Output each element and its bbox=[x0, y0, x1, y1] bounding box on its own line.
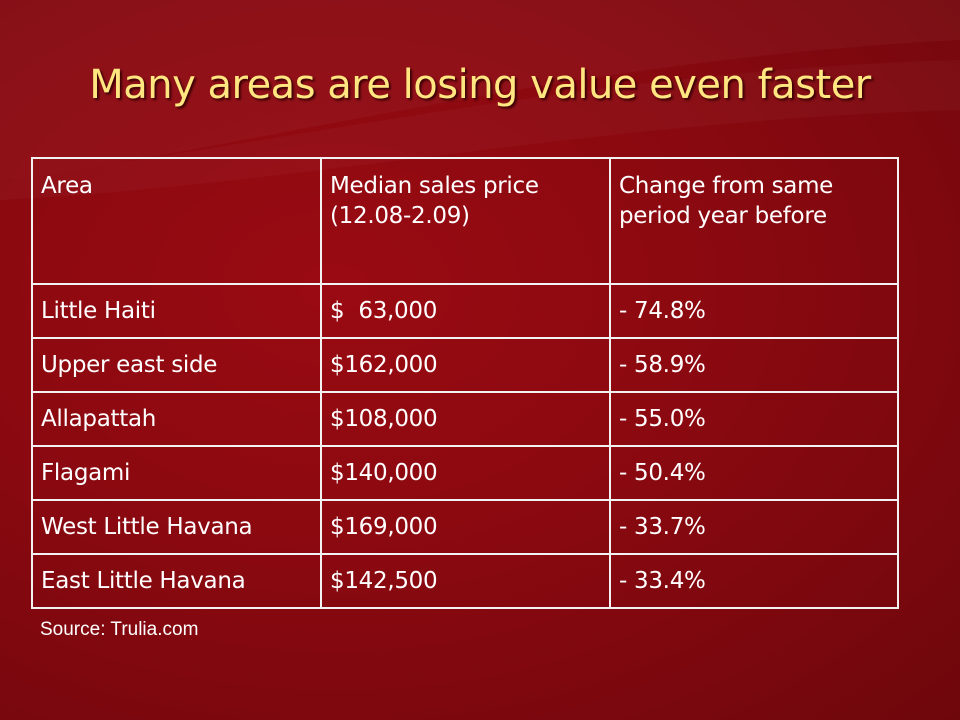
header-area: Area bbox=[31, 157, 322, 285]
slide-title: Many areas are losing value even faster bbox=[89, 62, 871, 108]
header-change: Change from same period year before bbox=[609, 157, 899, 285]
cell-change: - 58.9% bbox=[609, 337, 899, 393]
table-row: East Little Havana $142,500 - 33.4% bbox=[31, 553, 899, 609]
cell-area: East Little Havana bbox=[31, 553, 322, 609]
cell-price: $140,000 bbox=[320, 445, 611, 501]
cell-price: $162,000 bbox=[320, 337, 611, 393]
cell-change: - 55.0% bbox=[609, 391, 899, 447]
cell-price: $142,500 bbox=[320, 553, 611, 609]
cell-change: - 33.7% bbox=[609, 499, 899, 555]
cell-area: Upper east side bbox=[31, 337, 322, 393]
source-note: Source: Trulia.com bbox=[40, 619, 199, 640]
table-row: Flagami $140,000 - 50.4% bbox=[31, 445, 899, 501]
cell-price: $169,000 bbox=[320, 499, 611, 555]
cell-change: - 74.8% bbox=[609, 283, 899, 339]
cell-change: - 33.4% bbox=[609, 553, 899, 609]
header-median-price: Median sales price (12.08-2.09) bbox=[320, 157, 611, 285]
table-header-row: Area Median sales price (12.08-2.09) Cha… bbox=[31, 157, 899, 285]
sales-table: Area Median sales price (12.08-2.09) Cha… bbox=[31, 157, 899, 609]
table-row: Upper east side $162,000 - 58.9% bbox=[31, 337, 899, 393]
cell-area: Allapattah bbox=[31, 391, 322, 447]
cell-change: - 50.4% bbox=[609, 445, 899, 501]
cell-price: $108,000 bbox=[320, 391, 611, 447]
cell-area: Flagami bbox=[31, 445, 322, 501]
cell-area: West Little Havana bbox=[31, 499, 322, 555]
table-row: Allapattah $108,000 - 55.0% bbox=[31, 391, 899, 447]
table-row: Little Haiti $ 63,000 - 74.8% bbox=[31, 283, 899, 339]
cell-area: Little Haiti bbox=[31, 283, 322, 339]
table-row: West Little Havana $169,000 - 33.7% bbox=[31, 499, 899, 555]
cell-price: $ 63,000 bbox=[320, 283, 611, 339]
